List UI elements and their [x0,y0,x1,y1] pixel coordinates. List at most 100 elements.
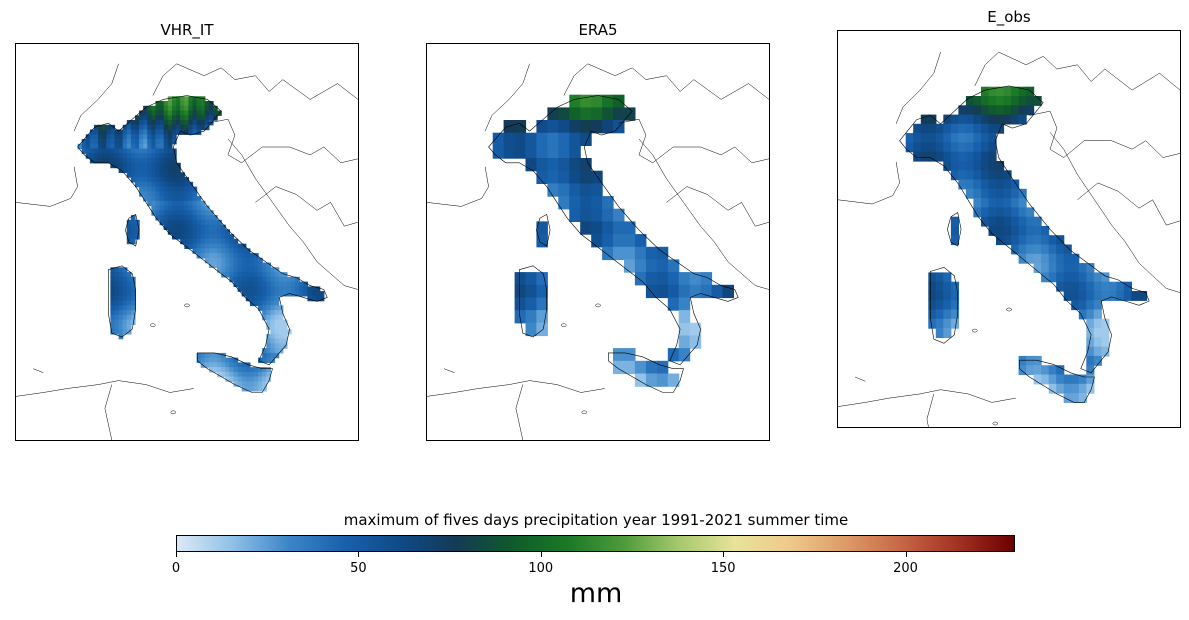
precip-cell [176,124,181,131]
precip-cell [155,124,161,131]
precip-cell [1018,216,1027,227]
precip-cell [656,272,669,286]
precip-cell [905,142,914,153]
precip-cell [130,281,136,287]
precip-cell [213,262,218,268]
precip-cell [184,191,189,197]
precip-cell [1093,272,1102,283]
precip-cell [1033,96,1042,106]
precip-cell [624,234,636,248]
precip-cell [151,177,157,183]
precip-cell [1041,374,1050,385]
precip-cell [1086,365,1095,376]
precip-cell [213,257,218,264]
precip-cell [569,208,581,222]
precip-cell [130,120,136,126]
precip-cell [667,348,680,362]
precip-cell [139,110,144,116]
precip-cell [126,276,132,283]
precip-cell [225,367,230,373]
precip-cell [151,162,157,169]
precip-cell [928,291,937,301]
colorbar [176,535,1015,552]
precip-cell [159,162,165,169]
precip-cell [204,120,210,126]
precip-cell [315,295,321,302]
precip-cell [237,272,243,278]
precip-cell [965,170,974,181]
precip-cell [935,300,944,311]
precip-cell [147,124,152,131]
precip-cell [192,229,198,235]
precip-cell [94,158,99,164]
precip-cell [580,170,592,184]
small-island [972,328,978,333]
precip-cell [118,281,124,287]
precip-cell [167,219,173,226]
precip-cell [167,115,173,121]
precip-cell [1086,346,1095,357]
precip-cell [678,284,691,299]
precip-cell [689,322,702,337]
precip-cell [580,120,592,134]
precip-cell [85,134,91,140]
precip-cell [254,281,259,287]
precip-cell [536,272,548,286]
precip-cell [233,253,239,259]
precip-cell [192,234,198,240]
precip-cell [172,172,177,178]
precip-cell [547,183,559,197]
precip-cell [200,357,206,363]
precip-cell [1033,374,1042,385]
precip-cell [122,286,128,292]
precip-cell [196,129,202,135]
precip-cell [159,110,165,116]
precip-cell [266,348,271,354]
map-panel-era5 [426,43,770,441]
precip-cell [176,205,181,211]
precip-cell [172,200,177,207]
precip-cell [1093,346,1102,357]
precip-cell [1048,244,1057,255]
precip-cell [278,319,284,325]
precip-cell [200,200,206,207]
precip-cell [996,188,1005,199]
precip-cell [249,281,255,287]
precip-cell [943,161,952,171]
precip-cell [130,177,136,183]
precip-cell [200,101,206,107]
precip-cell [110,153,116,159]
precip-cell [151,158,157,164]
precip-cell [303,281,308,287]
precip-cell [184,210,189,216]
precip-cell [200,224,206,230]
precip-cell [167,167,173,173]
precip-cell [262,314,267,321]
precip-cell [172,124,177,131]
precip-cell [114,291,120,297]
precip-cell [221,248,226,254]
precip-cell [262,281,267,287]
precip-cell [139,134,144,140]
border-line [73,63,119,132]
precip-cell [159,124,165,131]
precip-cell [167,158,173,164]
precip-cell [591,120,603,134]
precip-cell [180,196,185,202]
precip-cell [1078,300,1087,311]
precip-cell [172,196,177,202]
precip-cell [996,86,1005,97]
precip-cell [1003,96,1012,106]
precip-cell [188,196,194,202]
precip-cell [217,262,222,268]
precip-cell [950,235,959,246]
precip-cell [180,115,185,121]
precip-cell [114,329,120,335]
precip-cell [282,276,288,283]
precip-cell [188,96,194,102]
precip-cell [266,291,271,297]
coastline [1019,359,1095,403]
precip-cell [139,177,144,183]
precip-cell [176,129,181,135]
precip-cell [241,291,247,297]
